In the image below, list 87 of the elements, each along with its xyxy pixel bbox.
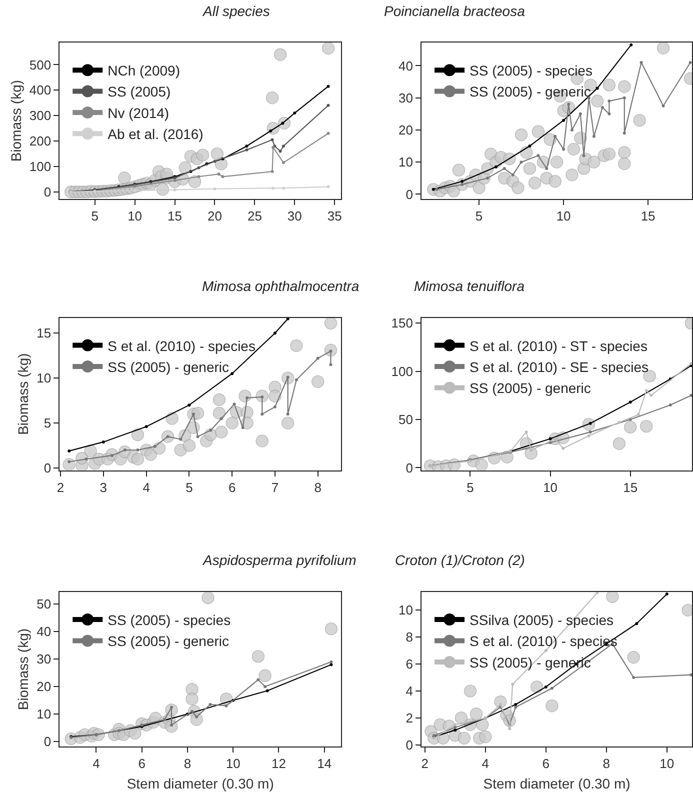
legend-label: SS (2005) - generic xyxy=(108,358,230,375)
x-tick-label: 10 xyxy=(543,480,558,495)
legend-label: Nv (2014) xyxy=(108,104,170,121)
x-tick-label: 6 xyxy=(542,756,550,772)
y-tick-label: 100 xyxy=(391,364,413,379)
y-tick-label: 0 xyxy=(406,186,413,202)
legend-label: SS (2005) - generic xyxy=(470,84,591,100)
x-tick-label: 3 xyxy=(100,480,108,495)
legend-label: S et al. (2010) - SE - species xyxy=(470,358,648,375)
y-tick-label: 10 xyxy=(398,154,413,170)
y-tick-label: 300 xyxy=(29,108,52,124)
chart-title: Croton (1)/Croton (2) xyxy=(395,552,525,568)
legend-label: SSilva (2005) - species xyxy=(470,612,614,628)
x-tick-label: 8 xyxy=(184,756,192,772)
y-tick-label: 6 xyxy=(406,656,413,672)
y-tick-label: 4 xyxy=(406,684,413,699)
y-tick-label: 2 xyxy=(406,710,413,726)
x-tick-label: 4 xyxy=(142,480,150,495)
y-tick-label: 8 xyxy=(406,630,413,645)
x-tick-label: 8 xyxy=(602,756,610,772)
x-tick-label: 15 xyxy=(168,208,182,224)
legend-label: SS (2005) xyxy=(108,84,171,100)
x-tick-label: 10 xyxy=(226,756,240,772)
legend-label: S et al. (2010) - species xyxy=(108,338,256,354)
y-tick-label: 0 xyxy=(44,734,52,750)
x-tick-label: 2 xyxy=(421,756,429,772)
y-tick-label: 0 xyxy=(44,460,52,476)
chart-title: Aspidosperma pyrifolium xyxy=(202,552,357,568)
x-tick-label: 5 xyxy=(466,480,474,495)
x-tick-label: 7 xyxy=(271,480,279,495)
x-tick-label: 4 xyxy=(482,756,490,772)
x-tick-label: 30 xyxy=(287,208,302,224)
legend-label: SS (2005) - species xyxy=(108,612,231,628)
chart-title: Poincianella bracteosa xyxy=(384,3,526,19)
y-axis-title: Biomass (kg) xyxy=(15,628,32,710)
x-tick-label: 14 xyxy=(317,756,332,772)
x-tick-label: 5 xyxy=(91,208,98,224)
x-axis-title: Stem diameter (0.30 m) xyxy=(483,775,630,792)
y-tick-label: 0 xyxy=(406,460,413,476)
y-tick-label: 20 xyxy=(398,122,413,138)
chart-title: All species xyxy=(202,3,270,19)
y-tick-label: 5 xyxy=(44,416,52,431)
legend-label: Ab et al. (2016) xyxy=(108,126,204,142)
x-tick-label: 5 xyxy=(186,480,193,495)
x-tick-label: 2 xyxy=(56,480,64,495)
y-axis-title: Biomass (kg) xyxy=(15,353,32,435)
x-tick-label: 6 xyxy=(138,756,146,772)
y-tick-label: 50 xyxy=(36,596,52,612)
y-tick-label: 20 xyxy=(36,679,52,694)
x-tick-label: 5 xyxy=(475,208,483,224)
x-tick-label: 6 xyxy=(228,480,236,495)
y-tick-label: 400 xyxy=(29,82,52,98)
y-tick-label: 200 xyxy=(29,134,52,149)
legend-label: S et al. (2010) - ST - species xyxy=(470,338,648,354)
y-tick-label: 10 xyxy=(398,602,413,618)
x-tick-label: 15 xyxy=(623,480,638,495)
y-tick-label: 0 xyxy=(44,184,52,200)
y-tick-label: 50 xyxy=(398,412,413,428)
x-axis-title: Stem diameter (0.30 m) xyxy=(126,775,274,792)
x-tick-label: 35 xyxy=(327,208,342,224)
y-tick-label: 100 xyxy=(29,159,52,174)
y-tick-label: 40 xyxy=(36,624,52,640)
chart-title: Mimosa ophthalmocentra xyxy=(202,278,360,294)
y-axis-title: Biomass (kg) xyxy=(8,80,24,162)
x-tick-label: 10 xyxy=(556,208,571,224)
y-tick-label: 40 xyxy=(398,58,413,74)
x-tick-label: 8 xyxy=(314,480,322,495)
y-tick-label: 10 xyxy=(36,706,52,722)
x-tick-label: 10 xyxy=(128,208,142,224)
x-tick-label: 20 xyxy=(208,208,222,224)
legend-label: SS (2005) - species xyxy=(470,62,592,79)
chart-title: Mimosa tenuiflora xyxy=(414,278,525,294)
x-tick-label: 4 xyxy=(92,756,100,772)
y-tick-label: 30 xyxy=(36,652,52,667)
legend-label: SS (2005) - generic xyxy=(470,380,591,396)
y-tick-label: 150 xyxy=(391,316,413,331)
x-tick-label: 15 xyxy=(640,208,656,224)
x-tick-label: 12 xyxy=(272,756,286,772)
y-tick-label: 30 xyxy=(398,90,413,106)
x-tick-label: 10 xyxy=(660,756,674,772)
y-tick-label: 10 xyxy=(36,370,52,386)
y-tick-label: 500 xyxy=(29,57,52,72)
legend-label: NCh (2009) xyxy=(108,62,180,79)
y-tick-label: 0 xyxy=(406,737,413,752)
x-tick-label: 25 xyxy=(247,208,262,224)
legend-label: SS (2005) - generic xyxy=(108,633,230,650)
y-tick-label: 15 xyxy=(36,326,52,341)
